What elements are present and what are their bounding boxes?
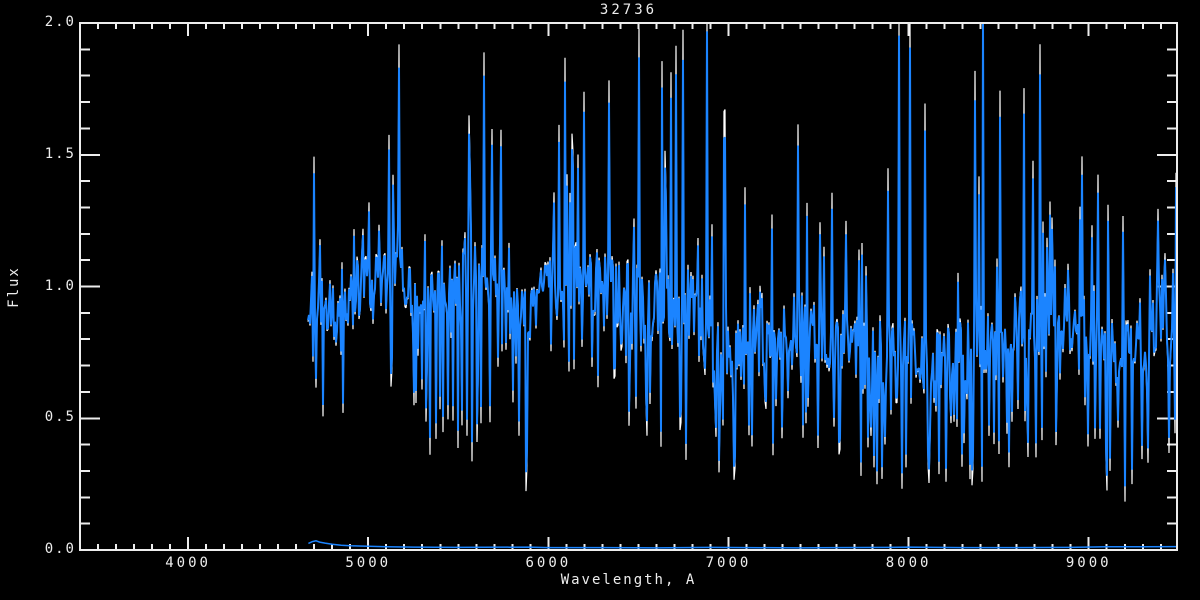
plot-title: 32736 (599, 2, 658, 18)
x-tick-label: 4000 (165, 555, 211, 571)
y-tick-label: 1.0 (44, 277, 76, 294)
y-tick-label: 2.0 (44, 14, 76, 30)
x-tick-label: 5000 (345, 555, 392, 571)
x-axis-label: Wavelength, A (560, 572, 697, 588)
x-tick-label: 8000 (885, 555, 932, 571)
plot-box (79, 22, 1178, 551)
y-axis-label: Flux (6, 266, 22, 308)
spectrum-blue-line (307, 22, 1177, 487)
x-tick-label: 9000 (1065, 555, 1112, 571)
spectrum-white-underlay-line (307, 22, 1177, 502)
y-tick-label: 1.5 (44, 145, 76, 162)
y-tick-label: 0.0 (44, 541, 76, 557)
x-tick-label: 6000 (525, 555, 572, 571)
error-spectrum-line (308, 540, 1177, 549)
x-tick-label: 7000 (705, 555, 752, 571)
y-tick-label: 0.5 (44, 409, 76, 426)
